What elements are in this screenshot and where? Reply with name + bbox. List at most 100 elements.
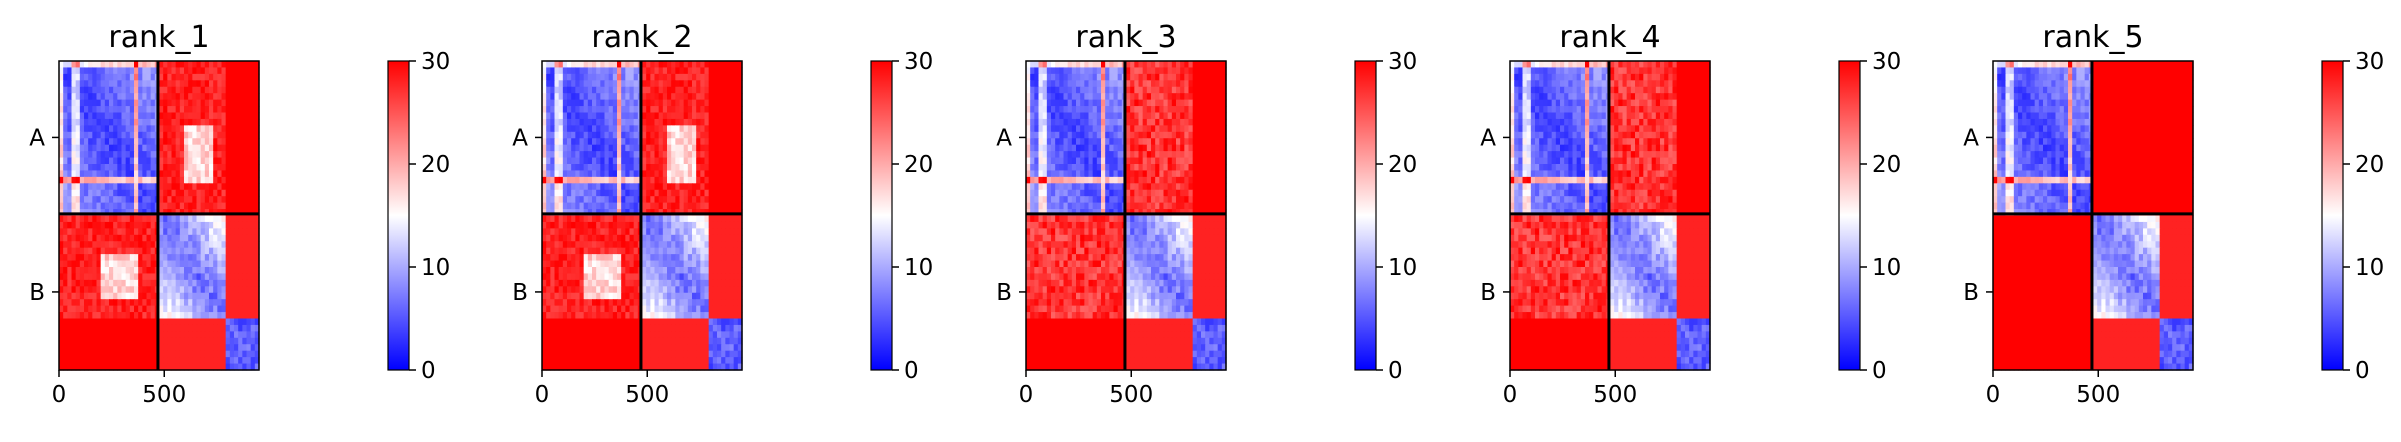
heatmap-cell [109,228,114,235]
heatmap-cell [688,325,693,332]
heatmap-cell [688,299,693,306]
heatmap-cell [671,319,676,326]
heatmap-cell [625,319,630,326]
heatmap-cell [1114,67,1119,74]
heatmap-cell [63,235,68,242]
heatmap-cell [1130,61,1135,68]
heatmap-cell [642,216,647,223]
heatmap-cell [1164,87,1169,94]
heatmap-cell [730,177,735,184]
heatmap-cell [197,267,202,274]
heatmap-cell [134,267,139,274]
heatmap-cell [630,190,635,197]
heatmap-cell [242,273,247,280]
heatmap-cell [142,273,147,280]
heatmap-cell [567,312,572,319]
heatmap-cell [1055,67,1060,74]
heatmap-cell [159,319,164,326]
heatmap-cell [567,183,572,190]
heatmap-cell [230,286,235,293]
heatmap-cell [234,164,239,171]
heatmap-cell [76,151,81,158]
heatmap-cell [1134,80,1139,87]
heatmap-cell [130,222,135,229]
heatmap-cell [609,280,614,287]
heatmap-cell [700,106,705,113]
heatmap-cell [213,61,218,68]
heatmap-cell [659,357,664,364]
heatmap-cell [251,248,256,255]
heatmap-cell [634,125,639,132]
heatmap-cell [550,357,555,364]
heatmap-cell [234,273,239,280]
heatmap-cell [159,286,164,293]
heatmap-cell [646,306,651,313]
heatmap-cell [1201,61,1206,68]
heatmap-cell [130,145,135,152]
heatmap-cell [172,261,177,268]
heatmap-cell [147,164,152,171]
heatmap-cell [584,164,589,171]
heatmap-cell [1109,100,1114,107]
heatmap-cell [67,222,72,229]
heatmap-cell [555,138,560,145]
heatmap-cell [596,299,601,306]
heatmap-cell [247,170,252,177]
heatmap-cell [634,132,639,139]
heatmap-cell [713,93,718,100]
heatmap-cell [142,113,147,120]
heatmap-cell [226,254,231,261]
heatmap-cell [134,248,139,255]
heatmap-cell [242,216,247,223]
heatmap-cell [117,196,122,203]
heatmap-cell [680,241,685,248]
heatmap-cell [180,196,185,203]
heatmap-cell [126,325,131,332]
heatmap-cell [592,74,597,81]
heatmap-cell [163,351,168,358]
heatmap-cell [630,80,635,87]
heatmap-cell [122,248,127,255]
heatmap-cell [163,80,168,87]
heatmap-cell [234,299,239,306]
heatmap-cell [696,293,701,300]
heatmap-cell [1080,87,1085,94]
heatmap-cell [592,235,597,242]
heatmap-cell [234,280,239,287]
heatmap-cell [642,106,647,113]
heatmap-cell [667,190,672,197]
heatmap-cell [197,177,202,184]
colorbar-tick-label: 20 [421,152,450,178]
heatmap-cell [167,61,172,68]
heatmap-cell [555,241,560,248]
heatmap-cell [1072,100,1077,107]
heatmap-cell [592,106,597,113]
heatmap-cell [217,357,222,364]
heatmap-cell [188,357,193,364]
heatmap-cell [630,222,635,229]
heatmap-cell [721,267,726,274]
heatmap-cell [122,222,127,229]
heatmap-cell [609,125,614,132]
heatmap-cell [571,312,576,319]
heatmap-cell [655,267,660,274]
heatmap-cell [176,119,181,126]
heatmap-cell [101,87,106,94]
heatmap-cell [109,241,114,248]
heatmap-cell [67,273,72,280]
heatmap-cell [609,164,614,171]
heatmap-cell [222,338,227,345]
heatmap-cell [63,331,68,338]
heatmap-cell [634,254,639,261]
heatmap-cell [605,299,610,306]
heatmap-cell [1193,67,1198,74]
heatmap-cell [721,190,726,197]
heatmap-cell [88,228,93,235]
heatmap-cell [251,80,256,87]
heatmap-cell [1164,74,1169,81]
heatmap-cell [730,331,735,338]
heatmap-cell [67,132,72,139]
heatmap-cell [613,319,618,326]
heatmap-cell [571,170,576,177]
heatmap-cell [625,183,630,190]
